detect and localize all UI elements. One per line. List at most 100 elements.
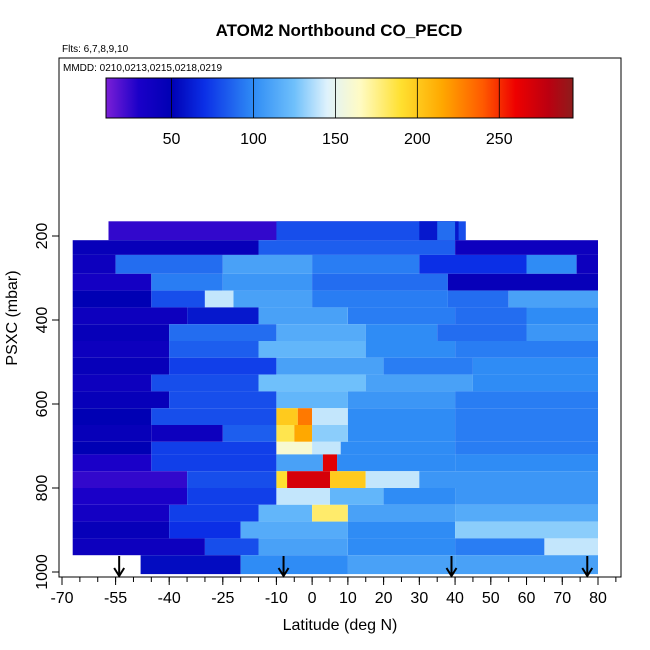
curtain-cell	[276, 408, 298, 425]
curtain-cell	[526, 307, 598, 325]
flights-note: Flts: 6,7,8,9,10	[62, 44, 129, 55]
curtain-cell	[222, 425, 277, 442]
curtain-cell	[72, 521, 170, 539]
curtain-cell	[347, 408, 456, 425]
curtain-cell	[151, 441, 277, 455]
curtain-cell	[258, 240, 455, 255]
curtain-cell	[258, 341, 366, 358]
curtain-cell	[151, 273, 223, 291]
curtain-cell	[294, 425, 313, 442]
curtain-cell	[258, 307, 348, 325]
curtain-cell	[526, 324, 598, 341]
curtain-cell	[72, 391, 170, 409]
curtain-cell	[312, 273, 448, 291]
curtain-cell	[151, 408, 277, 425]
curtain-cell	[276, 357, 384, 375]
curtain-cell	[455, 341, 598, 358]
chart-title: ATOM2 Northbound CO_PECD	[216, 21, 463, 40]
x-tick-label: 0	[308, 590, 317, 607]
curtain-cell	[455, 391, 598, 409]
curtain-cell	[72, 240, 259, 255]
flight-arrow	[277, 556, 290, 578]
curtain-cell	[72, 273, 152, 291]
curtain-cell	[576, 254, 598, 274]
x-tick-label: 70	[553, 590, 571, 607]
curtain-cell	[455, 408, 598, 425]
y-axis-label: PSXC (mbar)	[4, 270, 21, 365]
curtain-cell	[222, 273, 313, 291]
x-axis: -70 -55 -40 -25 -10 0 10 20 30 40 50 60 70 80	[50, 577, 617, 607]
x-tick-label: -25	[211, 590, 234, 607]
curtain-cell	[322, 454, 338, 472]
curtain-cell	[447, 273, 598, 291]
curtain-cell	[472, 374, 598, 392]
curtain-cell	[276, 221, 466, 241]
curtain-cell	[240, 521, 348, 539]
curtain-cell	[72, 425, 152, 442]
curtain-cell	[297, 408, 313, 425]
curtain-cell	[508, 290, 598, 308]
curtain-cell	[447, 290, 509, 308]
curtain-cell	[312, 408, 348, 425]
curtain-cell	[383, 488, 456, 505]
curtain-cell	[419, 254, 527, 274]
colorbar: 50 100 150 200 250	[105, 77, 574, 148]
arrows	[113, 556, 594, 578]
flight-arrow	[445, 556, 458, 578]
curtain-cell	[72, 504, 170, 522]
curtain-cell	[455, 504, 598, 522]
curtain-cell	[187, 488, 277, 505]
curtain-cell	[365, 324, 438, 341]
curtain-cell	[312, 504, 348, 522]
curtain-cell	[72, 454, 152, 472]
curtain-cell	[437, 221, 456, 241]
curtain-cell	[276, 441, 313, 455]
curtain-cell	[526, 254, 577, 274]
curtain-cell	[455, 521, 598, 539]
curtain-cell	[240, 555, 348, 575]
x-tick-label: 20	[375, 590, 393, 607]
curtain-cell	[365, 471, 420, 488]
curtain-cell	[169, 341, 259, 358]
x-tick-label: -55	[104, 590, 127, 607]
curtain-cell	[455, 488, 598, 505]
curtain-cell	[72, 408, 152, 425]
curtain-cell	[151, 374, 259, 392]
x-tick-label: -40	[158, 590, 181, 607]
x-axis-label: Latitude (deg N)	[283, 617, 398, 634]
curtain-cell	[330, 471, 366, 488]
curtain-cell	[347, 307, 456, 325]
curtain-cell	[383, 357, 473, 375]
colorbar-tick-label: 250	[486, 131, 513, 148]
x-tick-label: 30	[410, 590, 428, 607]
colorbar-tick-label: 100	[240, 131, 267, 148]
x-tick-label: -10	[265, 590, 288, 607]
curtain-cell	[455, 425, 598, 442]
colorbar-tick-label: 200	[404, 131, 431, 148]
curtain-cell	[337, 454, 455, 472]
x-tick-label: -70	[50, 590, 73, 607]
curtain-cell	[437, 324, 527, 341]
curtain-cell	[72, 341, 170, 358]
colorbar-tick-label: 150	[322, 131, 349, 148]
curtain-cell	[276, 488, 330, 505]
curtain-cell	[455, 555, 598, 575]
y-tick-label: 600	[34, 391, 51, 418]
curtain-cell	[419, 471, 598, 488]
curtain-cell	[72, 488, 187, 505]
curtain-cell	[204, 538, 259, 556]
curtain-cell	[347, 521, 456, 539]
curtain-cell	[72, 374, 152, 392]
curtain-cell	[312, 441, 341, 455]
curtain-cell	[72, 538, 205, 556]
curtain-cell	[72, 290, 152, 308]
x-tick-label: 80	[589, 590, 607, 607]
flight-arrow	[581, 556, 594, 578]
curtain-cell	[258, 504, 313, 522]
colorbar-gradient	[105, 77, 574, 119]
x-tick-label: 40	[446, 590, 464, 607]
y-tick-label: 800	[34, 475, 51, 502]
curtain-cell	[169, 504, 259, 522]
y-tick-label: 1000	[34, 554, 51, 590]
x-tick-label: 60	[518, 590, 536, 607]
